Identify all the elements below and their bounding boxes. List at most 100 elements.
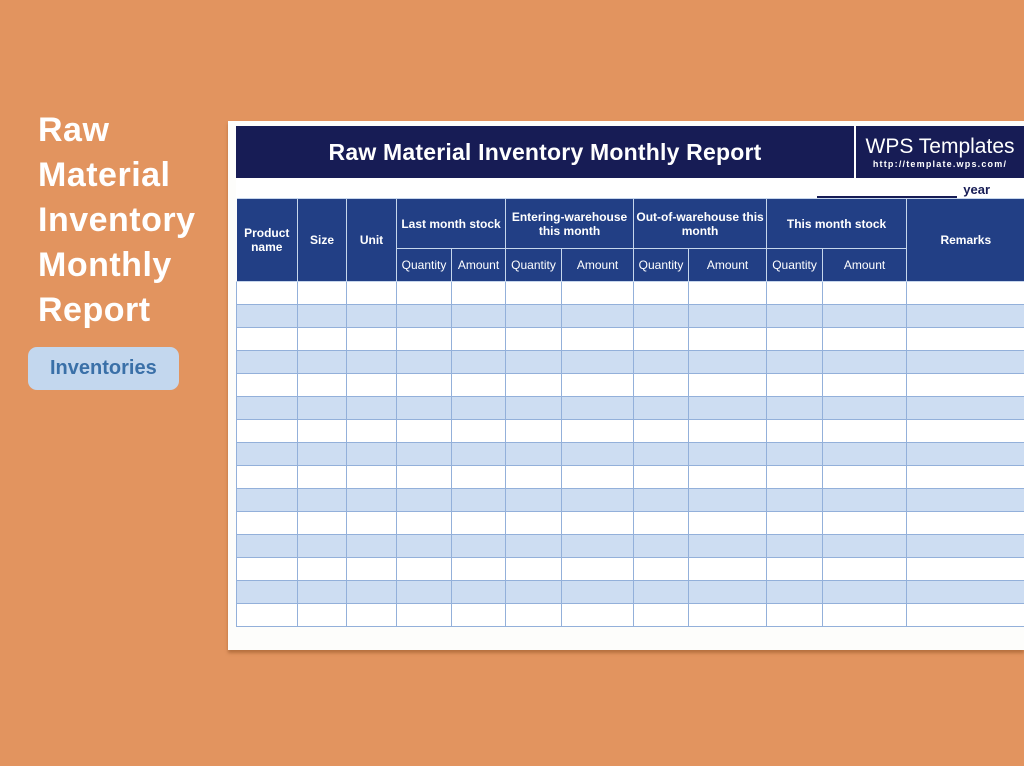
page-title-line: Raw	[38, 111, 110, 149]
col-header-quantity: Quantity	[633, 248, 690, 282]
inventory-table: Product name Size Unit Last month stock …	[236, 198, 1024, 627]
empty-cell	[822, 511, 908, 535]
empty-cell	[346, 442, 397, 466]
empty-cell	[346, 511, 397, 535]
empty-cell	[396, 557, 452, 581]
empty-cell	[505, 488, 563, 512]
empty-cell	[688, 350, 768, 374]
empty-cell	[906, 419, 1024, 443]
empty-cell	[633, 373, 690, 397]
col-header-unit: Unit	[346, 198, 397, 282]
empty-cell	[396, 327, 452, 351]
empty-cell	[236, 465, 298, 489]
empty-cell	[906, 281, 1024, 305]
empty-cell	[766, 465, 824, 489]
empty-cell	[236, 304, 298, 328]
empty-cell	[346, 396, 397, 420]
empty-cell	[766, 373, 824, 397]
empty-cell	[297, 534, 347, 558]
empty-cell	[561, 580, 635, 604]
empty-cell	[766, 304, 824, 328]
empty-cell	[633, 304, 690, 328]
inventories-tab[interactable]: Inventories	[28, 347, 179, 390]
empty-cell	[561, 350, 635, 374]
empty-cell	[822, 603, 908, 627]
col-group-out-of-warehouse: Out-of-warehouse this month	[633, 198, 768, 249]
empty-cell	[236, 327, 298, 351]
empty-cell	[561, 373, 635, 397]
empty-cell	[822, 488, 908, 512]
empty-cell	[505, 327, 563, 351]
empty-cell	[450, 396, 507, 420]
empty-cell	[822, 465, 908, 489]
empty-cell	[297, 327, 347, 351]
empty-cell	[450, 327, 507, 351]
empty-cell	[766, 511, 824, 535]
empty-cell	[766, 580, 824, 604]
empty-cell	[236, 396, 298, 420]
empty-cell	[297, 419, 347, 443]
empty-cell	[236, 557, 298, 581]
empty-cell	[766, 557, 824, 581]
empty-cell	[633, 419, 690, 443]
year-blank-field[interactable]	[817, 184, 958, 198]
page-title-line: Report	[38, 291, 151, 329]
empty-cell	[297, 350, 347, 374]
empty-cell	[297, 281, 347, 305]
empty-cell	[561, 603, 635, 627]
empty-cell	[633, 557, 690, 581]
empty-cell	[450, 511, 507, 535]
empty-cell	[688, 557, 768, 581]
empty-cell	[688, 603, 768, 627]
empty-cell	[766, 534, 824, 558]
empty-cell	[633, 442, 690, 466]
table-row	[236, 465, 1024, 489]
empty-cell	[561, 327, 635, 351]
empty-cell	[396, 488, 452, 512]
empty-cell	[236, 534, 298, 558]
sheet-title-bar: Raw Material Inventory Monthly Report WP…	[236, 126, 1024, 178]
empty-cell	[396, 304, 452, 328]
empty-cell	[561, 419, 635, 443]
empty-cell	[906, 396, 1024, 420]
empty-cell	[633, 327, 690, 351]
col-header-size: Size	[297, 198, 347, 282]
inventory-table-body	[236, 281, 1024, 627]
empty-cell	[346, 534, 397, 558]
empty-cell	[906, 373, 1024, 397]
col-group-last-month-stock: Last month stock	[395, 198, 507, 249]
empty-cell	[396, 442, 452, 466]
table-row	[236, 511, 1024, 535]
empty-cell	[396, 534, 452, 558]
empty-cell	[236, 511, 298, 535]
empty-cell	[633, 488, 690, 512]
table-row	[236, 281, 1024, 305]
table-row	[236, 534, 1024, 558]
empty-cell	[450, 419, 507, 443]
empty-cell	[505, 557, 563, 581]
empty-cell	[633, 281, 690, 305]
empty-cell	[505, 603, 563, 627]
empty-cell	[561, 281, 635, 305]
page-title-line: Inventory	[38, 201, 196, 239]
empty-cell	[633, 350, 690, 374]
empty-cell	[906, 465, 1024, 489]
empty-cell	[346, 304, 397, 328]
empty-cell	[688, 442, 768, 466]
empty-cell	[766, 419, 824, 443]
empty-cell	[346, 281, 397, 305]
empty-cell	[688, 304, 768, 328]
empty-cell	[450, 281, 507, 305]
page-title-line: Material	[38, 156, 171, 194]
empty-cell	[505, 373, 563, 397]
empty-cell	[396, 373, 452, 397]
table-row	[236, 327, 1024, 351]
empty-cell	[236, 419, 298, 443]
table-row	[236, 373, 1024, 397]
empty-cell	[822, 281, 908, 305]
empty-cell	[450, 488, 507, 512]
empty-cell	[236, 488, 298, 512]
empty-cell	[561, 396, 635, 420]
empty-cell	[450, 534, 507, 558]
empty-cell	[688, 465, 768, 489]
